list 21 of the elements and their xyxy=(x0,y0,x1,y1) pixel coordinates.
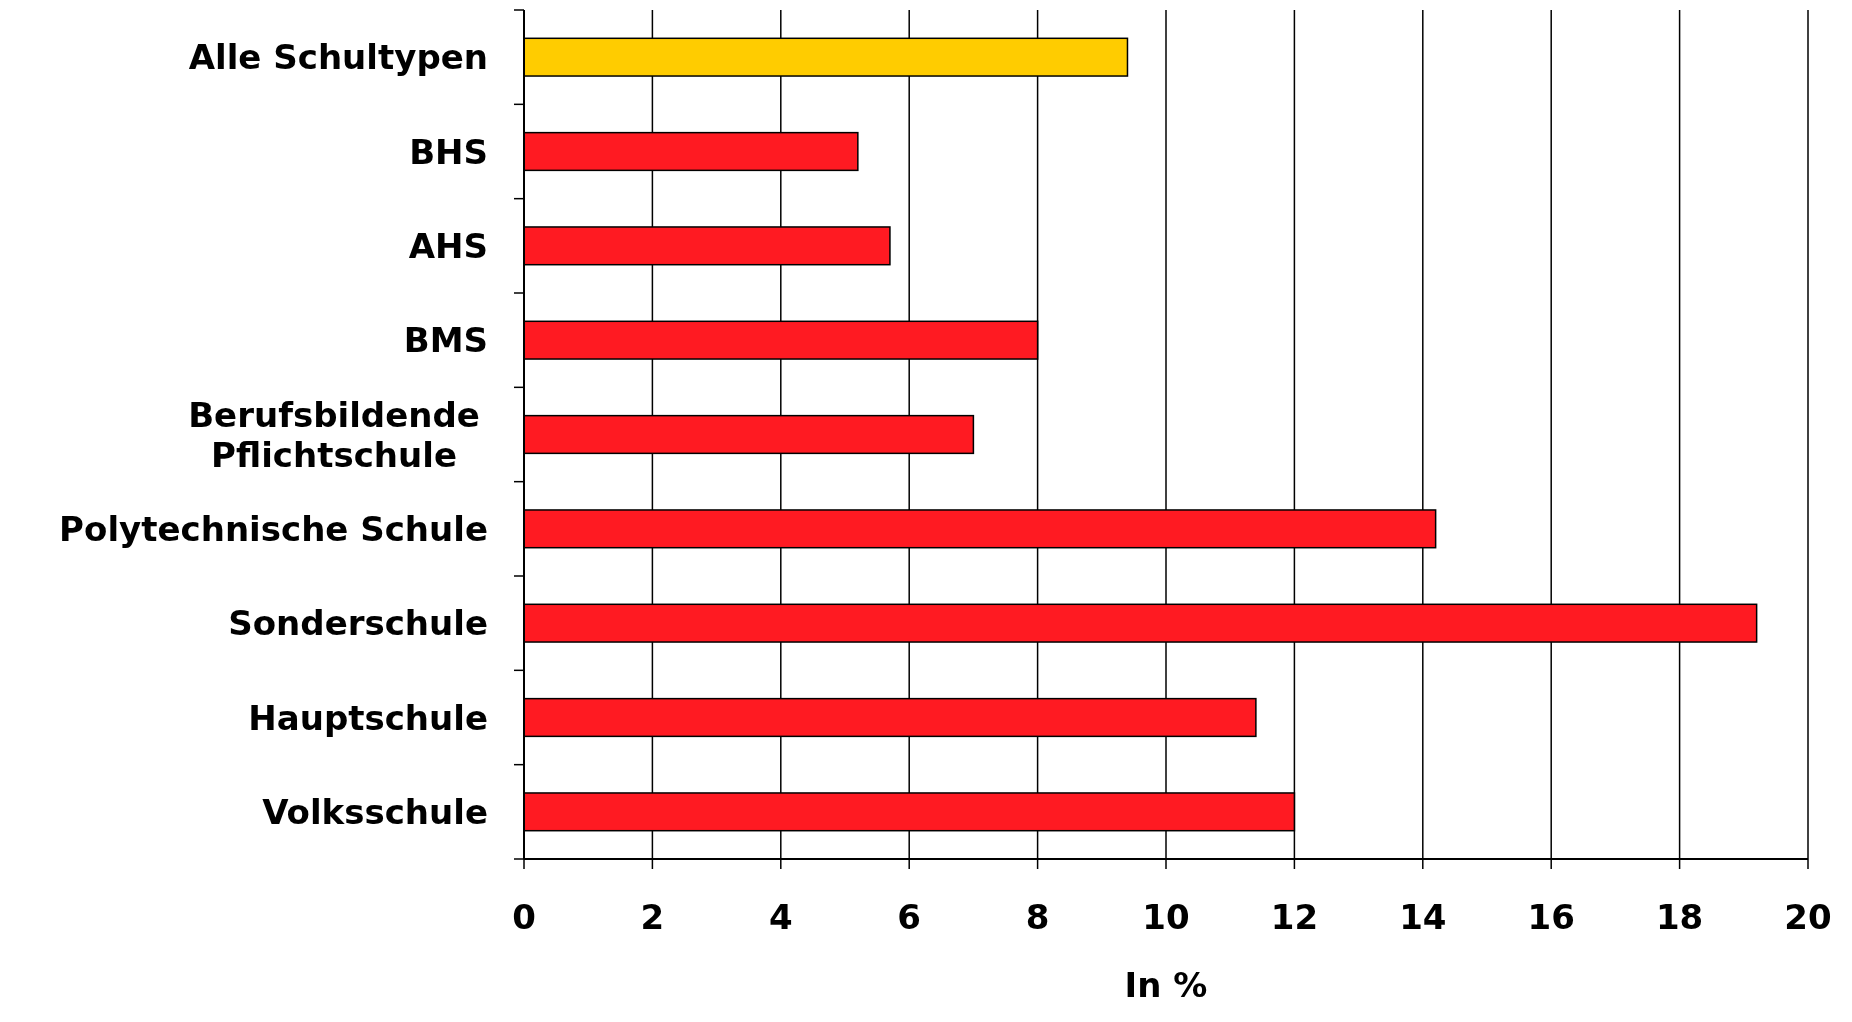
x-tick-label: 2 xyxy=(640,897,665,937)
x-axis-title: In % xyxy=(1124,965,1208,1005)
y-tick-label: Sonderschule xyxy=(228,603,488,644)
y-tick-label: Volksschule xyxy=(262,791,488,832)
x-tick-label: 14 xyxy=(1399,897,1447,937)
y-tick-label: Alle Schultypen xyxy=(188,37,488,78)
y-tick-label: Hauptschule xyxy=(248,697,488,738)
y-tick-label: BMS xyxy=(403,320,488,361)
x-tick-label: 16 xyxy=(1527,897,1575,937)
y-tick-label: Berufsbildende Pflichtschule xyxy=(188,394,480,475)
x-tick-label: 4 xyxy=(768,897,793,937)
x-tick-label: 12 xyxy=(1270,897,1319,937)
x-tick-label: 0 xyxy=(512,897,536,937)
x-tick-label: 6 xyxy=(897,897,922,937)
x-tick-label: 10 xyxy=(1142,897,1190,937)
y-tick-label: Polytechnische Schule xyxy=(59,508,488,549)
x-tick-label: 18 xyxy=(1655,897,1704,937)
y-tick-label: BHS xyxy=(409,131,488,172)
y-tick-label: AHS xyxy=(408,225,488,266)
x-tick-label: 8 xyxy=(1025,897,1050,937)
x-tick-label: 20 xyxy=(1784,897,1832,937)
